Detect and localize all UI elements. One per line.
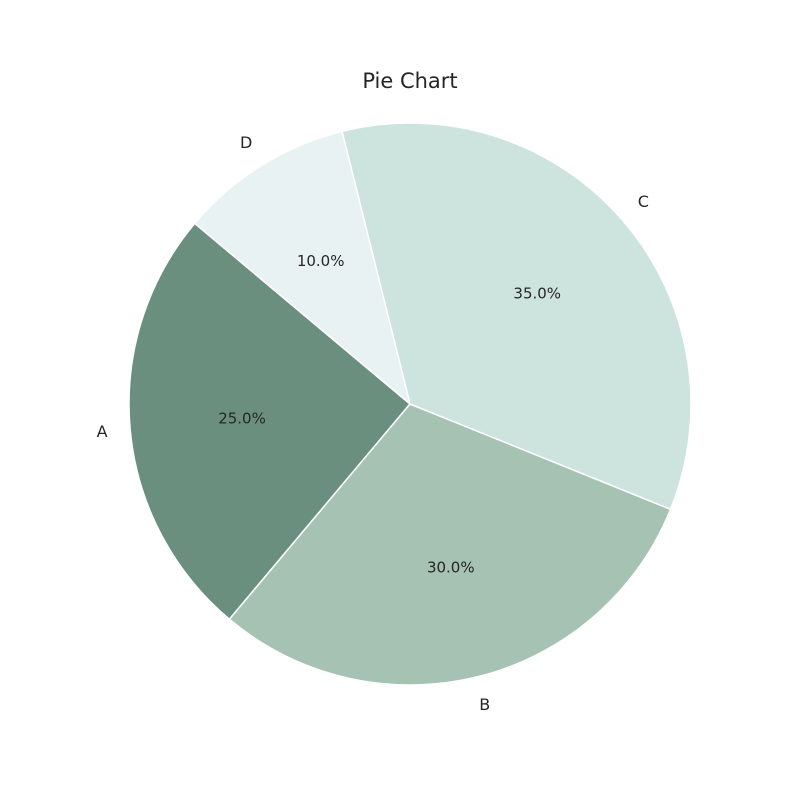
slice-category-label: D	[240, 133, 252, 152]
pie-slice-d	[193, 130, 412, 407]
slice-category-label: C	[638, 192, 649, 211]
slice-category-label: A	[97, 422, 108, 441]
labels-layer: 25.0% A 30.0% B 35.0% C 10.0% D	[97, 133, 649, 714]
slice-percent-label: 25.0%	[218, 410, 266, 428]
pie-slice-a	[128, 222, 412, 621]
chart-title: Pie Chart	[362, 69, 457, 93]
slice-percent-label: 30.0%	[427, 559, 475, 577]
slice-percent-label: 10.0%	[297, 252, 345, 270]
slices-layer	[128, 122, 692, 686]
slice-percent-label: 35.0%	[513, 284, 561, 302]
pie-slice-c	[341, 122, 692, 511]
pie-slice-b	[228, 403, 672, 686]
slice-category-label: B	[479, 695, 490, 714]
